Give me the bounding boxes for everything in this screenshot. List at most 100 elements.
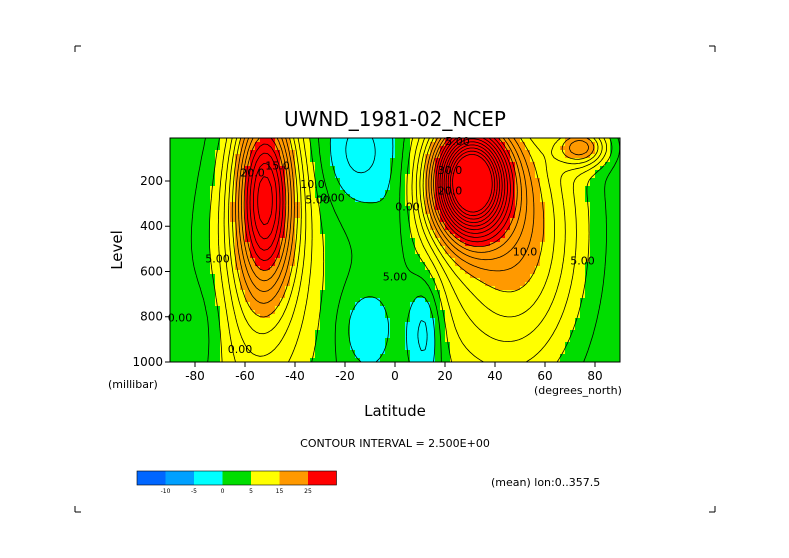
field-cell — [175, 298, 181, 303]
field-cell — [295, 246, 301, 251]
field-cell — [305, 158, 311, 163]
field-cell — [610, 178, 616, 183]
field-cell — [440, 322, 446, 327]
field-cell — [480, 322, 486, 327]
field-cell — [615, 246, 620, 251]
field-cell — [580, 274, 586, 279]
field-cell — [535, 150, 541, 155]
field-cell — [250, 306, 256, 311]
field-cell — [530, 262, 536, 267]
field-cell — [390, 202, 396, 207]
field-cell — [210, 202, 216, 207]
field-cell — [335, 290, 341, 295]
field-cell — [470, 306, 476, 311]
field-cell — [315, 278, 321, 283]
field-cell — [205, 342, 211, 347]
field-cell — [220, 318, 226, 323]
field-cell — [210, 322, 216, 327]
field-cell — [250, 298, 256, 303]
field-cell — [455, 342, 461, 347]
field-cell — [355, 354, 361, 359]
field-cell — [410, 286, 416, 291]
field-cell — [400, 170, 406, 175]
field-cell — [345, 282, 351, 287]
field-cell — [500, 338, 506, 343]
field-cell — [490, 146, 496, 151]
field-cell — [475, 178, 481, 183]
field-cell — [390, 350, 396, 355]
field-cell — [340, 282, 346, 287]
field-cell — [455, 190, 461, 195]
field-cell — [385, 226, 391, 231]
field-cell — [195, 226, 201, 231]
field-cell — [375, 342, 381, 347]
field-cell — [270, 302, 276, 307]
field-cell — [345, 210, 351, 215]
field-cell — [565, 310, 571, 315]
field-cell — [225, 174, 231, 179]
field-cell — [605, 270, 611, 275]
field-cell — [565, 202, 571, 207]
field-cell — [595, 306, 601, 311]
field-cell — [285, 238, 291, 243]
field-cell — [305, 302, 311, 307]
field-cell — [340, 274, 346, 279]
field-cell — [385, 338, 391, 343]
field-cell — [170, 278, 176, 283]
field-cell — [520, 326, 526, 331]
field-cell — [475, 242, 481, 247]
field-cell — [275, 270, 281, 275]
field-cell — [590, 202, 596, 207]
field-cell — [460, 350, 466, 355]
field-cell — [300, 350, 306, 355]
field-cell — [450, 322, 456, 327]
field-cell — [250, 226, 256, 231]
field-cell — [575, 354, 581, 359]
field-cell — [470, 222, 476, 227]
field-cell — [380, 150, 386, 155]
field-cell — [265, 186, 271, 191]
field-cell — [250, 346, 256, 351]
field-cell — [610, 190, 616, 195]
field-cell — [225, 354, 231, 359]
field-cell — [555, 318, 561, 323]
field-cell — [605, 166, 611, 171]
field-cell — [190, 182, 196, 187]
field-cell — [275, 342, 281, 347]
field-cell — [395, 322, 401, 327]
field-cell — [225, 166, 231, 171]
field-cell — [340, 182, 346, 187]
field-cell — [270, 230, 276, 235]
field-cell — [445, 306, 451, 311]
field-cell — [405, 150, 411, 155]
field-cell — [555, 194, 561, 199]
field-cell — [435, 234, 441, 239]
field-cell — [425, 186, 431, 191]
field-cell — [550, 350, 556, 355]
field-cell — [180, 270, 186, 275]
field-cell — [340, 266, 346, 271]
field-cell — [330, 302, 336, 307]
field-cell — [335, 230, 341, 235]
field-cell — [490, 338, 496, 343]
field-cell — [325, 142, 331, 147]
field-cell — [250, 230, 256, 235]
field-cell — [280, 322, 286, 327]
field-cell — [315, 334, 321, 339]
field-cell — [330, 298, 336, 303]
field-cell — [350, 194, 356, 199]
field-cell — [370, 322, 376, 327]
field-cell — [310, 358, 316, 362]
field-cell — [460, 286, 466, 291]
field-cell — [240, 222, 246, 227]
field-cell — [405, 190, 411, 195]
field-cell — [350, 290, 356, 295]
field-cell — [310, 302, 316, 307]
field-cell — [595, 322, 601, 327]
field-cell — [395, 242, 401, 247]
field-cell — [435, 170, 441, 175]
field-cell — [345, 278, 351, 283]
field-cell — [430, 318, 436, 323]
field-cell — [420, 254, 426, 259]
field-cell — [250, 182, 256, 187]
